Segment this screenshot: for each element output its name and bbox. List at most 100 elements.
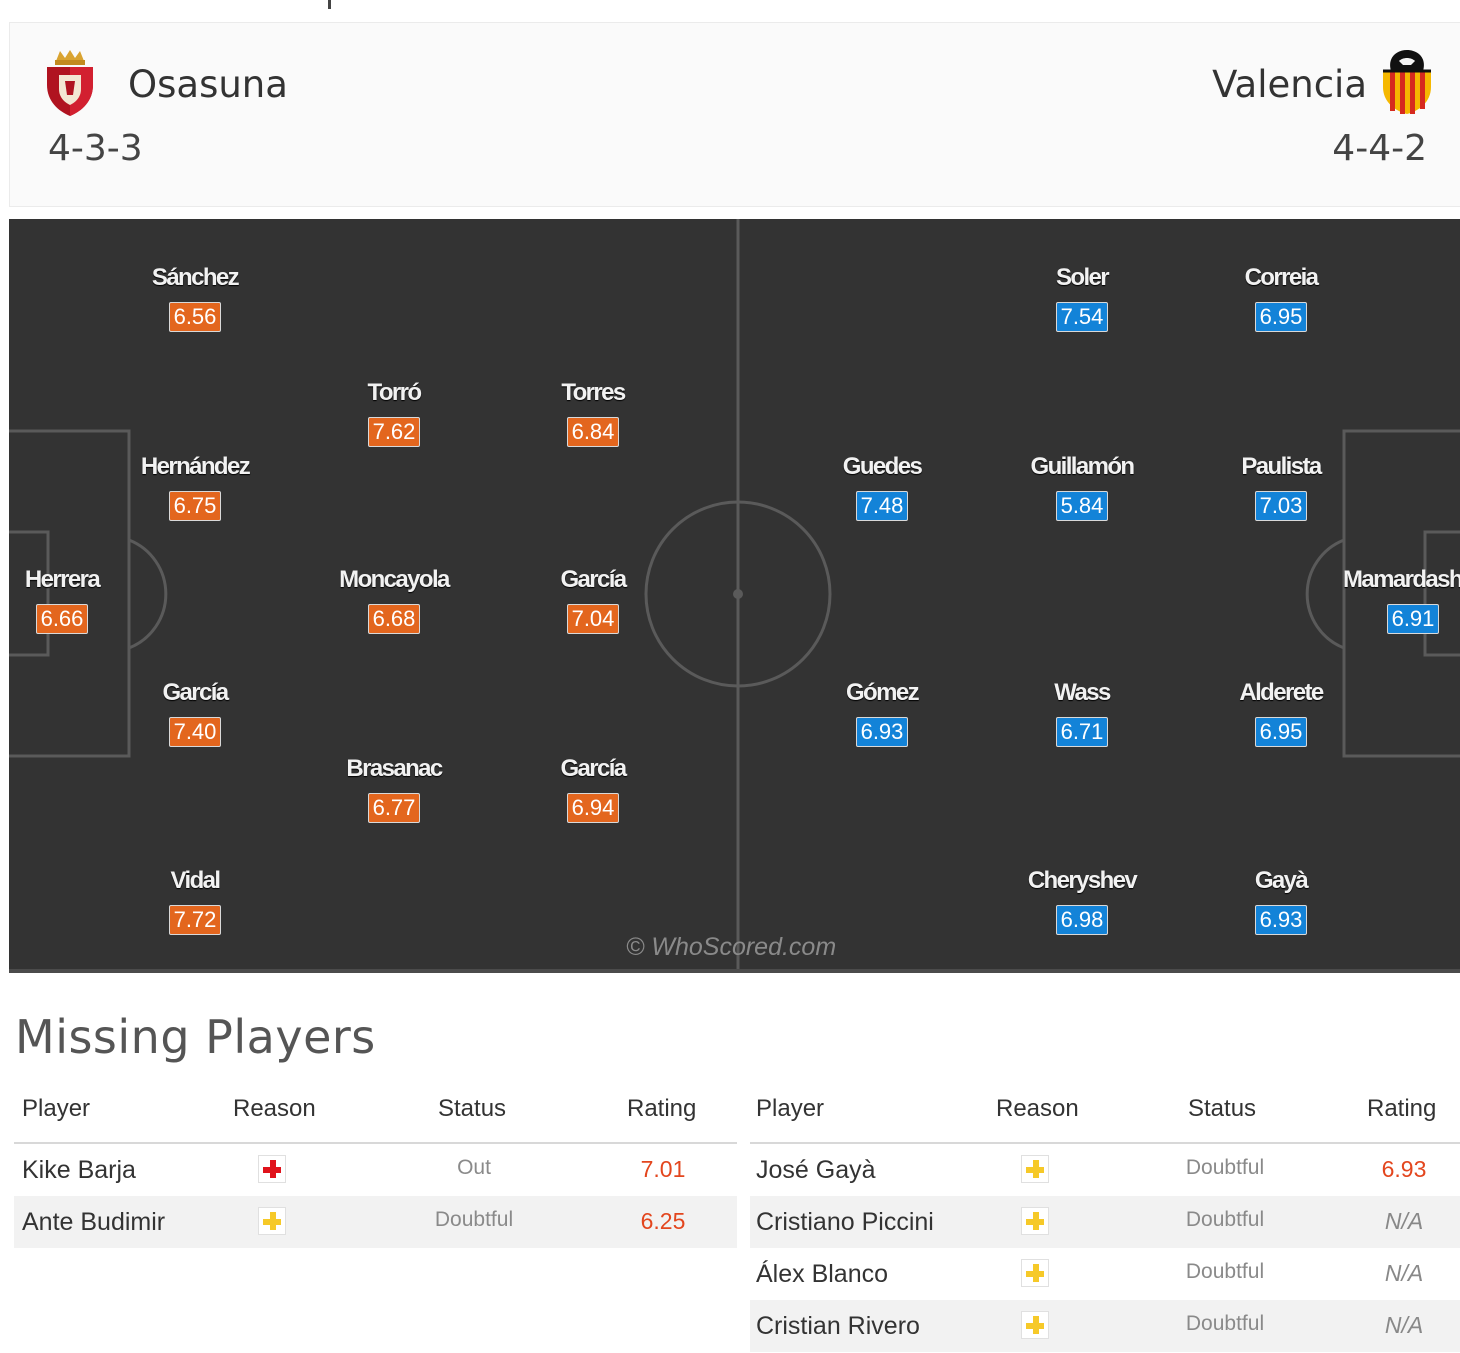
away-player[interactable]: Wass 6.71 [1012,679,1152,747]
lineup-pitch: Sánchez 6.56 Torró 7.62 Torres 6.84 Hernández 6… [9,219,1460,973]
player-name[interactable]: Herrera [24,566,101,593]
player-rating: 6.84 [566,417,620,447]
home-player[interactable]: Torró 7.62 [324,379,464,447]
table-row: José Gayà Doubtful 6.93 [750,1144,1460,1196]
home-player[interactable]: Moncayola 6.68 [324,566,464,634]
table-row: Cristiano Piccini Doubtful N/A [750,1196,1460,1248]
player-rating: 7.03 [1254,491,1308,521]
top-divider-tick [328,0,331,9]
player-name[interactable]: García [162,679,229,706]
missing-status: Doubtful [1185,1156,1265,1179]
injury-red-cross-icon [258,1155,286,1183]
away-player[interactable]: Gayà 6.93 [1211,867,1351,935]
missing-player-name[interactable]: Cristiano Piccini [756,1208,934,1236]
home-player[interactable]: García 7.40 [125,679,265,747]
away-formation: 4-4-2 [1332,128,1427,169]
missing-status: Doubtful [1185,1312,1265,1335]
player-rating: 6.56 [168,302,222,332]
valencia-crest-icon [1383,50,1431,114]
missing-rating: N/A [1384,1260,1424,1286]
match-header: Osasuna 4-3-3 Valencia 4-4-2 [9,22,1460,207]
col-reason[interactable]: Reason [233,1095,316,1122]
table-row: Cristian Rivero Doubtful N/A [750,1300,1460,1352]
doubtful-yellow-cross-icon [1021,1207,1049,1235]
missing-rating: 7.01 [640,1156,686,1182]
col-status[interactable]: Status [1188,1095,1257,1122]
player-name[interactable]: Gayà [1254,867,1309,894]
home-player[interactable]: García 6.94 [523,755,663,823]
missing-player-name[interactable]: Kike Barja [22,1156,136,1184]
missing-player-name[interactable]: Ante Budimir [22,1208,166,1236]
missing-player-name[interactable]: Álex Blanco [756,1260,889,1288]
home-team-name[interactable]: Osasuna [128,63,288,106]
player-rating: 6.93 [1254,905,1308,935]
player-name[interactable]: Torres [561,379,626,406]
home-player[interactable]: García 7.04 [523,566,663,634]
home-player[interactable]: Herrera 6.66 [9,566,132,634]
player-name[interactable]: Torró [367,379,422,406]
player-name[interactable]: Gómez [845,679,920,706]
away-player[interactable]: Soler 7.54 [1012,264,1152,332]
player-name[interactable]: Mamardashvili [1343,566,1460,593]
missing-player-name[interactable]: José Gayà [756,1156,876,1184]
osasuna-crest-icon [47,50,93,116]
doubtful-yellow-cross-icon [1021,1259,1049,1287]
player-rating: 6.77 [367,793,421,823]
doubtful-yellow-cross-icon [258,1207,286,1235]
player-name[interactable]: Alderete [1239,679,1324,706]
missing-status: Doubtful [1185,1208,1265,1231]
player-rating: 7.48 [855,491,909,521]
player-rating: 6.91 [1386,604,1440,634]
home-player[interactable]: Sánchez 6.56 [125,264,265,332]
player-name[interactable]: García [560,755,627,782]
player-rating: 6.95 [1254,302,1308,332]
away-player[interactable]: Gómez 6.93 [812,679,952,747]
missing-rating: 6.93 [1381,1156,1427,1182]
col-reason[interactable]: Reason [996,1095,1079,1122]
missing-rating: 6.25 [640,1208,686,1234]
away-team-name[interactable]: Valencia [1212,63,1367,106]
col-player[interactable]: Player [756,1095,825,1122]
missing-status: Doubtful [1185,1260,1265,1283]
doubtful-yellow-cross-icon [1021,1311,1049,1339]
player-name[interactable]: García [560,566,627,593]
player-name[interactable]: Soler [1055,264,1110,291]
player-rating: 6.95 [1254,717,1308,747]
home-formation: 4-3-3 [48,128,143,169]
col-rating[interactable]: Rating [1367,1095,1437,1122]
away-player[interactable]: Alderete 6.95 [1211,679,1351,747]
col-player[interactable]: Player [22,1095,91,1122]
col-status[interactable]: Status [438,1095,507,1122]
player-name[interactable]: Vidal [170,867,222,894]
home-player[interactable]: Torres 6.84 [523,379,663,447]
player-name[interactable]: Correia [1244,264,1319,291]
player-rating: 5.84 [1055,491,1109,521]
player-name[interactable]: Hernández [140,453,251,480]
player-rating: 6.94 [566,793,620,823]
player-rating: 6.75 [168,491,222,521]
away-player[interactable]: Guedes 7.48 [812,453,952,521]
col-rating[interactable]: Rating [627,1095,697,1122]
away-player[interactable]: Mamardashvili 6.91 [1343,566,1460,634]
away-missing-table: Player Reason Status Rating José Gayà Dou… [750,1085,1460,1352]
player-name[interactable]: Guedes [842,453,923,480]
missing-player-name[interactable]: Cristian Rivero [756,1312,920,1340]
missing-status: Doubtful [434,1208,514,1231]
player-name[interactable]: Paulista [1241,453,1322,480]
home-player[interactable]: Brasanac 6.77 [324,755,464,823]
whoscored-watermark: © WhoScored.com [626,933,837,961]
away-player[interactable]: Paulista 7.03 [1211,453,1351,521]
home-player[interactable]: Vidal 7.72 [125,867,265,935]
away-player[interactable]: Correia 6.95 [1211,264,1351,332]
player-rating: 6.98 [1055,905,1109,935]
player-rating: 7.62 [367,417,421,447]
player-name[interactable]: Sánchez [151,264,240,291]
player-name[interactable]: Guillamón [1030,453,1136,480]
player-name[interactable]: Brasanac [346,755,443,782]
player-name[interactable]: Cheryshev [1027,867,1138,894]
home-player[interactable]: Hernández 6.75 [125,453,265,521]
player-name[interactable]: Wass [1054,679,1111,706]
player-name[interactable]: Moncayola [339,566,450,593]
away-player[interactable]: Cheryshev 6.98 [1012,867,1152,935]
away-player[interactable]: Guillamón 5.84 [1012,453,1152,521]
